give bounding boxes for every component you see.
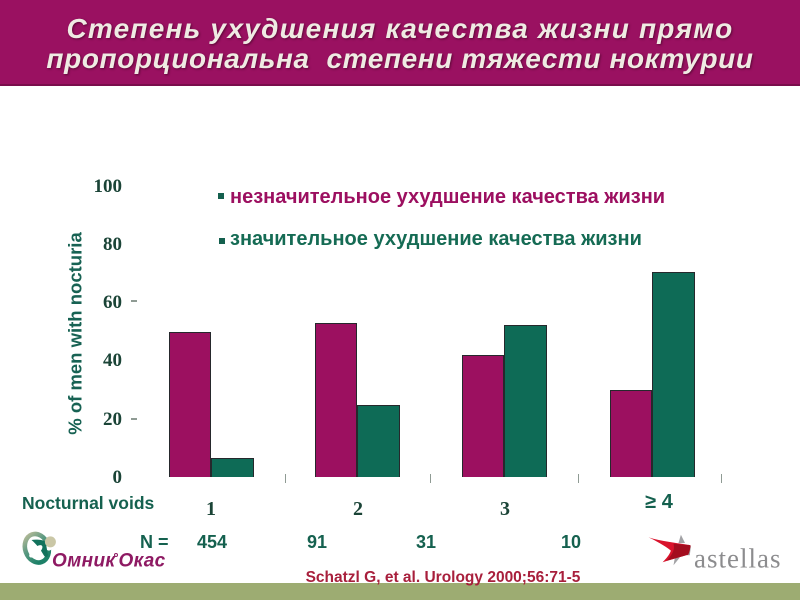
svg-text:astellas: astellas: [694, 544, 781, 573]
svg-text:Окас: Окас: [119, 551, 166, 572]
svg-text:Омник: Омник: [52, 551, 116, 572]
